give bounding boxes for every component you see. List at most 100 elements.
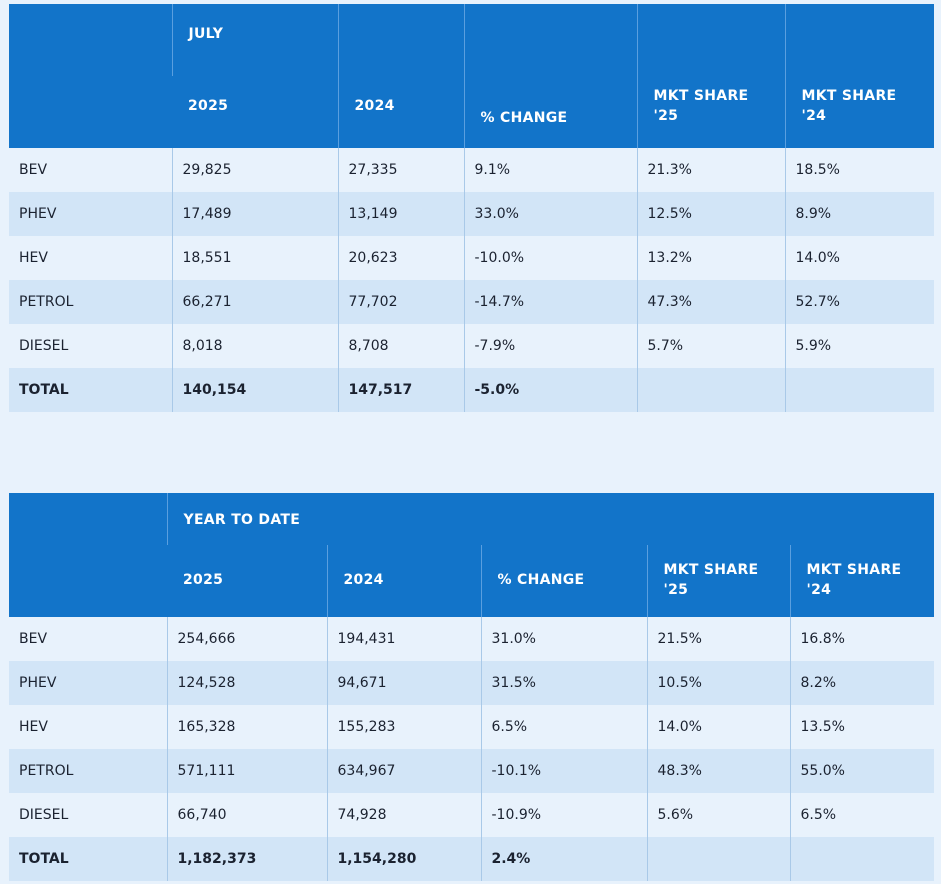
mkt-share-24: 16.8% [789,617,935,661]
row-label: HEV [9,705,167,749]
row-label: DIESEL [9,324,172,368]
july-table: JULY 2025 2024 % CHANGE MKT SHARE '25 MK… [9,4,934,412]
row-label: BEV [9,148,172,192]
mkt-share-24: 8.2% [789,661,935,705]
row-label: TOTAL [9,368,172,412]
value-2025: 571,111 [166,749,327,793]
row-label: PETROL [9,749,167,793]
row-label: PHEV [9,661,167,705]
mkt-share-25: 21.3% [636,148,785,192]
pct-change: 31.5% [480,661,647,705]
pct-change: 9.1% [463,148,637,192]
row-label: BEV [9,617,167,661]
pct-change: -10.0% [463,236,637,280]
july-corner-header [9,4,172,148]
pct-change: -7.9% [463,324,637,368]
mkt-share-24: 5.9% [784,324,934,368]
ytd-table-body: BEV 254,666 194,431 31.0% 21.5% 16.8% PHEV 124,… [9,617,935,881]
mkt-share-25 [646,837,790,881]
pct-change: -14.7% [463,280,637,324]
mkt-share-25: 5.7% [636,324,785,368]
value-2025: 18,551 [171,236,338,280]
row-label: PHEV [9,192,172,236]
pct-change: -10.9% [480,793,647,837]
pct-change: 6.5% [480,705,647,749]
mkt-share-25: 5.6% [646,793,790,837]
mkt-share-25: 47.3% [636,280,785,324]
mkt-share-25 [636,368,785,412]
value-2024: 77,702 [337,280,464,324]
value-2025: 124,528 [166,661,327,705]
mkt-share-24: 8.9% [784,192,934,236]
value-2025: 17,489 [171,192,338,236]
mkt-share-24: 52.7% [784,280,934,324]
column-header-2024: 2024 [337,76,464,148]
column-header-mkt-share-24: MKT SHARE '24 [784,76,934,148]
column-header-mkt-share-25: MKT SHARE '25 [636,76,785,148]
ytd-table: YEAR TO DATE 2025 2024 % CHANGE MKT SHAR… [9,493,935,881]
mkt-share-25: 12.5% [636,192,785,236]
column-header-pct-change: % CHANGE [480,545,647,617]
table-row: PHEV 124,528 94,671 31.5% 10.5% 8.2% [9,661,935,705]
pct-change: 2.4% [480,837,647,881]
value-2024: 94,671 [326,661,481,705]
mkt-share-25: 21.5% [646,617,790,661]
mkt-share-25: 10.5% [646,661,790,705]
table-row: HEV 165,328 155,283 6.5% 14.0% 13.5% [9,705,935,749]
table-row: BEV 254,666 194,431 31.0% 21.5% 16.8% [9,617,935,661]
table-row: DIESEL 8,018 8,708 -7.9% 5.7% 5.9% [9,324,934,368]
ytd-group-title: YEAR TO DATE [166,493,935,545]
table-row: PHEV 17,489 13,149 33.0% 12.5% 8.9% [9,192,934,236]
value-2024: 74,928 [326,793,481,837]
mkt-share-24: 6.5% [789,793,935,837]
table-row: PETROL 66,271 77,702 -14.7% 47.3% 52.7% [9,280,934,324]
july-table-body: BEV 29,825 27,335 9.1% 21.3% 18.5% PHEV 17,489 1… [9,148,934,412]
ytd-corner-header [9,493,167,617]
table-row: PETROL 571,111 634,967 -10.1% 48.3% 55.0% [9,749,935,793]
july-header-spacer [636,4,785,76]
mkt-share-24: 55.0% [789,749,935,793]
value-2024: 20,623 [337,236,464,280]
july-header-spacer [463,4,637,76]
mkt-share-24 [784,368,934,412]
mkt-share-25: 48.3% [646,749,790,793]
value-2025: 1,182,373 [166,837,327,881]
column-header-mkt-share-24: MKT SHARE '24 [789,545,935,617]
july-group-title: JULY [171,4,338,76]
column-header-pct-change: % CHANGE [463,76,637,148]
value-2025: 66,740 [166,793,327,837]
value-2025: 8,018 [171,324,338,368]
pct-change: 33.0% [463,192,637,236]
row-label: TOTAL [9,837,167,881]
value-2024: 1,154,280 [326,837,481,881]
value-2025: 66,271 [171,280,338,324]
value-2025: 254,666 [166,617,327,661]
july-header-spacer [337,4,464,76]
value-2024: 634,967 [326,749,481,793]
row-label: DIESEL [9,793,167,837]
pct-change: -10.1% [480,749,647,793]
row-label: HEV [9,236,172,280]
value-2024: 147,517 [337,368,464,412]
mkt-share-25: 14.0% [646,705,790,749]
column-header-2025: 2025 [167,545,327,617]
value-2024: 8,708 [337,324,464,368]
mkt-share-24: 14.0% [784,236,934,280]
table-row: BEV 29,825 27,335 9.1% 21.3% 18.5% [9,148,934,192]
table-row: DIESEL 66,740 74,928 -10.9% 5.6% 6.5% [9,793,935,837]
value-2024: 194,431 [326,617,481,661]
july-header-spacer [784,4,934,76]
value-2025: 29,825 [171,148,338,192]
value-2024: 27,335 [337,148,464,192]
total-row: TOTAL 140,154 147,517 -5.0% [9,368,934,412]
total-row: TOTAL 1,182,373 1,154,280 2.4% [9,837,935,881]
mkt-share-25: 13.2% [636,236,785,280]
value-2024: 13,149 [337,192,464,236]
row-label: PETROL [9,280,172,324]
pct-change: 31.0% [480,617,647,661]
column-header-2024: 2024 [326,545,481,617]
column-header-2025: 2025 [172,76,338,148]
mkt-share-24: 13.5% [789,705,935,749]
value-2025: 140,154 [171,368,338,412]
mkt-share-24 [789,837,935,881]
